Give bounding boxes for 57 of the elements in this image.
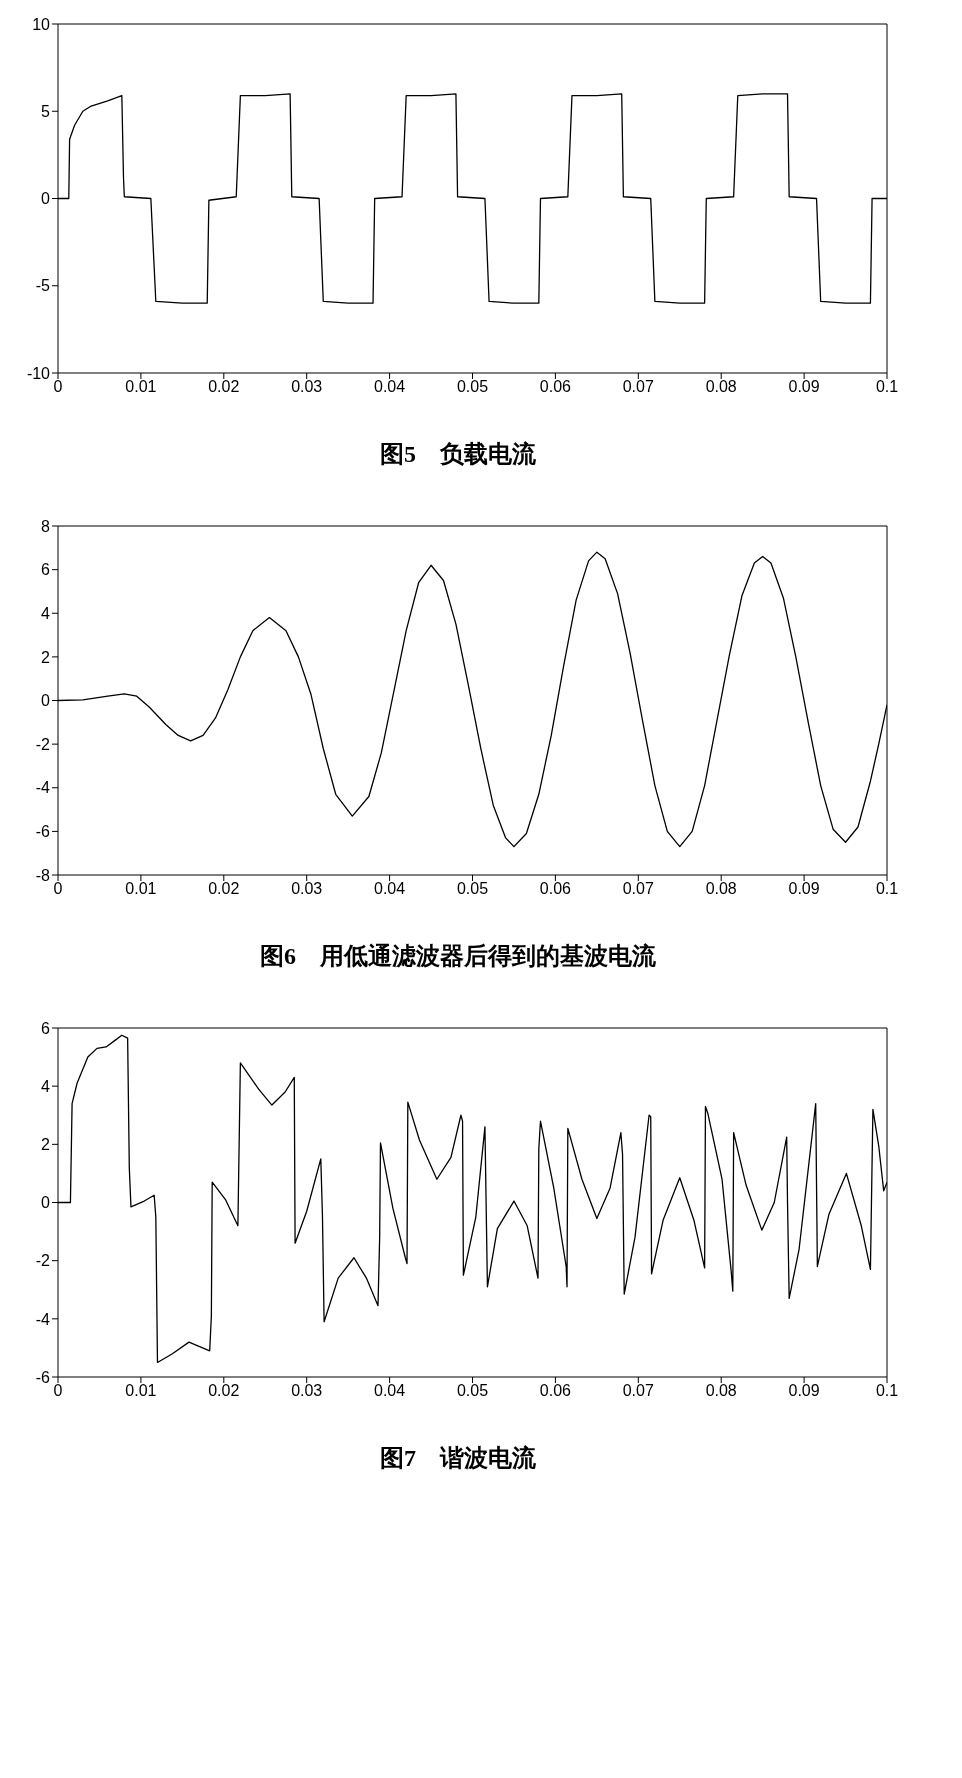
x-tick-label: 0 [53,1382,63,1400]
x-tick-label: 0 [53,378,63,396]
x-tick-label: 0.02 [208,880,240,898]
text: 图6 用低通滤波器后得到的基波电流 [259,942,657,971]
x-tick-label: 0 [53,880,63,898]
x-tick-label: 0.09 [788,378,820,396]
x-tick-label: 0.02 [208,378,240,396]
y-tick-label: 4 [41,1077,51,1095]
y-tick-label: -6 [35,1368,51,1386]
y-tick-label: 0 [41,692,51,710]
y-tick-label: -4 [35,1310,51,1328]
y-tick-label: -6 [35,823,51,841]
x-tick-label: 0.05 [456,378,489,396]
x-tick-label: 0.06 [539,378,572,396]
y-tick-label: 2 [41,648,51,666]
y-tick-label: -10 [26,364,51,382]
x-tick-label: 0.09 [788,880,820,898]
x-tick-label: 0.08 [705,378,737,396]
x-tick-label: 0.07 [622,880,654,898]
y-tick-label: 10 [32,15,51,33]
y-tick-label: -5 [35,277,51,295]
x-tick-label: 0.08 [705,880,737,898]
y-tick-label: -2 [35,735,51,753]
y-tick-label: 5 [41,102,51,120]
y-tick-label: 6 [41,1019,51,1037]
x-tick-label: 0.02 [208,1382,240,1400]
x-tick-label: 0.09 [788,1382,820,1400]
x-tick-label: 0.08 [705,1382,737,1400]
x-tick-label: 0.05 [456,1382,489,1400]
x-tick-label: 0.01 [125,378,157,396]
x-tick-label: 0.06 [539,880,572,898]
x-tick-label: 0.01 [125,880,157,898]
x-tick-label: 0.05 [456,880,489,898]
x-tick-label: 0.01 [125,1382,157,1400]
y-tick-label: 4 [41,604,51,622]
x-tick-label: 0.1 [875,378,899,396]
y-tick-label: 0 [41,190,51,208]
x-tick-label: 0.1 [875,1382,899,1400]
y-tick-label: -8 [35,866,51,884]
x-tick-label: 0.03 [291,1382,323,1400]
text: 图5 负载电流 [379,440,537,469]
x-tick-label: 0.03 [291,880,323,898]
text: 图7 谐波电流 [379,1444,537,1473]
x-tick-label: 0.04 [374,880,406,898]
x-tick-label: 0.1 [875,880,899,898]
x-tick-label: 0.04 [374,1382,406,1400]
y-tick-label: -4 [35,779,51,797]
x-tick-label: 0.03 [291,378,323,396]
x-tick-label: 0.07 [622,378,654,396]
y-tick-label: 6 [41,561,51,579]
y-tick-label: 8 [41,517,51,535]
y-tick-label: 2 [41,1136,51,1154]
x-tick-label: 0.07 [622,1382,654,1400]
x-tick-label: 0.06 [539,1382,572,1400]
y-tick-label: -2 [35,1252,51,1270]
y-tick-label: 0 [41,1194,51,1212]
x-tick-label: 0.04 [374,378,406,396]
